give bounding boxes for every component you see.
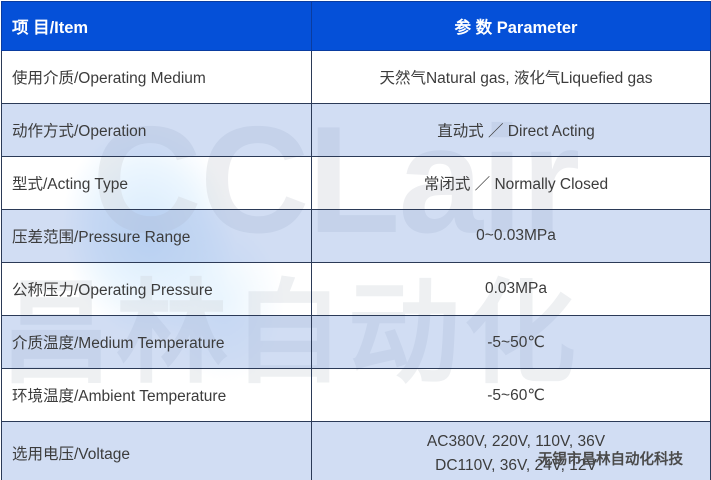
cell-parameter: 天然气Natural gas, 液化气Liquefied gas: [311, 50, 711, 104]
cell-item: 型式/Acting Type: [1, 156, 312, 210]
cell-item: 环境温度/Ambient Temperature: [1, 368, 312, 422]
column-header-item: 项 目/Item: [1, 1, 312, 51]
voltage-dc-line: DC110V, 36V, 24V, 12V: [435, 457, 597, 474]
table-row-voltage: 选用电压/Voltage AC380V, 220V, 110V, 36V DC1…: [1, 421, 711, 480]
cell-item: 动作方式/Operation: [1, 103, 312, 157]
voltage-ac-line: AC380V, 220V, 110V, 36V: [426, 432, 606, 450]
cell-parameter: AC380V, 220V, 110V, 36V DC110V, 36V, 24V…: [311, 421, 711, 480]
cell-parameter: 直动式 ／ Direct Acting: [311, 103, 711, 157]
cell-item: 使用介质/Operating Medium: [1, 50, 312, 104]
cell-parameter: -5~50℃: [311, 315, 711, 369]
cell-parameter: 常闭式 ／ Normally Closed: [311, 156, 711, 210]
table-body: 使用介质/Operating Medium 天然气Natural gas, 液化…: [1, 50, 711, 480]
cell-item: 公称压力/Operating Pressure: [1, 262, 312, 316]
table-row: 使用介质/Operating Medium 天然气Natural gas, 液化…: [1, 50, 711, 104]
table-header-row: 项 目/Item 参 数 Parameter: [1, 1, 711, 51]
cell-item: 选用电压/Voltage: [1, 421, 312, 480]
cell-item: 介质温度/Medium Temperature: [1, 315, 312, 369]
cell-parameter: 0~0.03MPa: [311, 209, 711, 263]
column-header-parameter: 参 数 Parameter: [311, 1, 711, 51]
cell-parameter: 0.03MPa: [311, 262, 711, 316]
table-row: 公称压力/Operating Pressure 0.03MPa: [1, 262, 711, 316]
table-row: 压差范围/Pressure Range 0~0.03MPa: [1, 209, 711, 263]
table-row: 介质温度/Medium Temperature -5~50℃: [1, 315, 711, 369]
table-row: 型式/Acting Type 常闭式 ／ Normally Closed: [1, 156, 711, 210]
table-row: 动作方式/Operation 直动式 ／ Direct Acting: [1, 103, 711, 157]
table-row: 环境温度/Ambient Temperature -5~60℃: [1, 368, 711, 422]
cell-parameter: -5~60℃: [311, 368, 711, 422]
cell-item: 压差范围/Pressure Range: [1, 209, 312, 263]
